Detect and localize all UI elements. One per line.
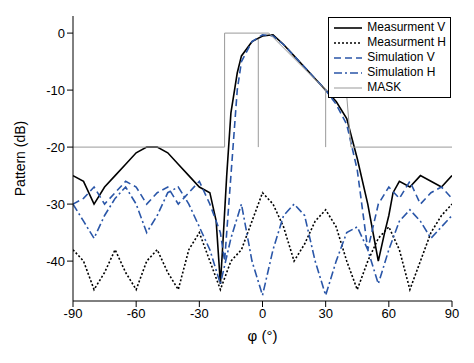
svg-text:-30: -30	[46, 197, 65, 212]
svg-text:30: 30	[318, 306, 332, 321]
svg-text:60: 60	[382, 306, 396, 321]
svg-text:90: 90	[445, 306, 459, 321]
svg-text:-20: -20	[46, 140, 65, 155]
svg-text:-90: -90	[64, 306, 83, 321]
svg-text:-30: -30	[190, 306, 209, 321]
svg-text:-40: -40	[46, 254, 65, 269]
html-text:Simulation V: Simulation V	[367, 50, 435, 64]
svg-text:-60: -60	[127, 306, 146, 321]
svg-text:Pattern (dB): Pattern (dB)	[12, 121, 28, 196]
html-text:MASK: MASK	[367, 80, 402, 94]
svg-text:-10: -10	[46, 83, 65, 98]
html-text:Measurment H: Measurment H	[367, 35, 446, 49]
html-text:Simulation H: Simulation H	[367, 65, 436, 79]
html-text:Measurment V: Measurment V	[367, 20, 446, 34]
svg-text:φ (°): φ (°)	[248, 327, 278, 344]
svg-text:0: 0	[58, 26, 65, 41]
svg-text:0: 0	[259, 306, 266, 321]
